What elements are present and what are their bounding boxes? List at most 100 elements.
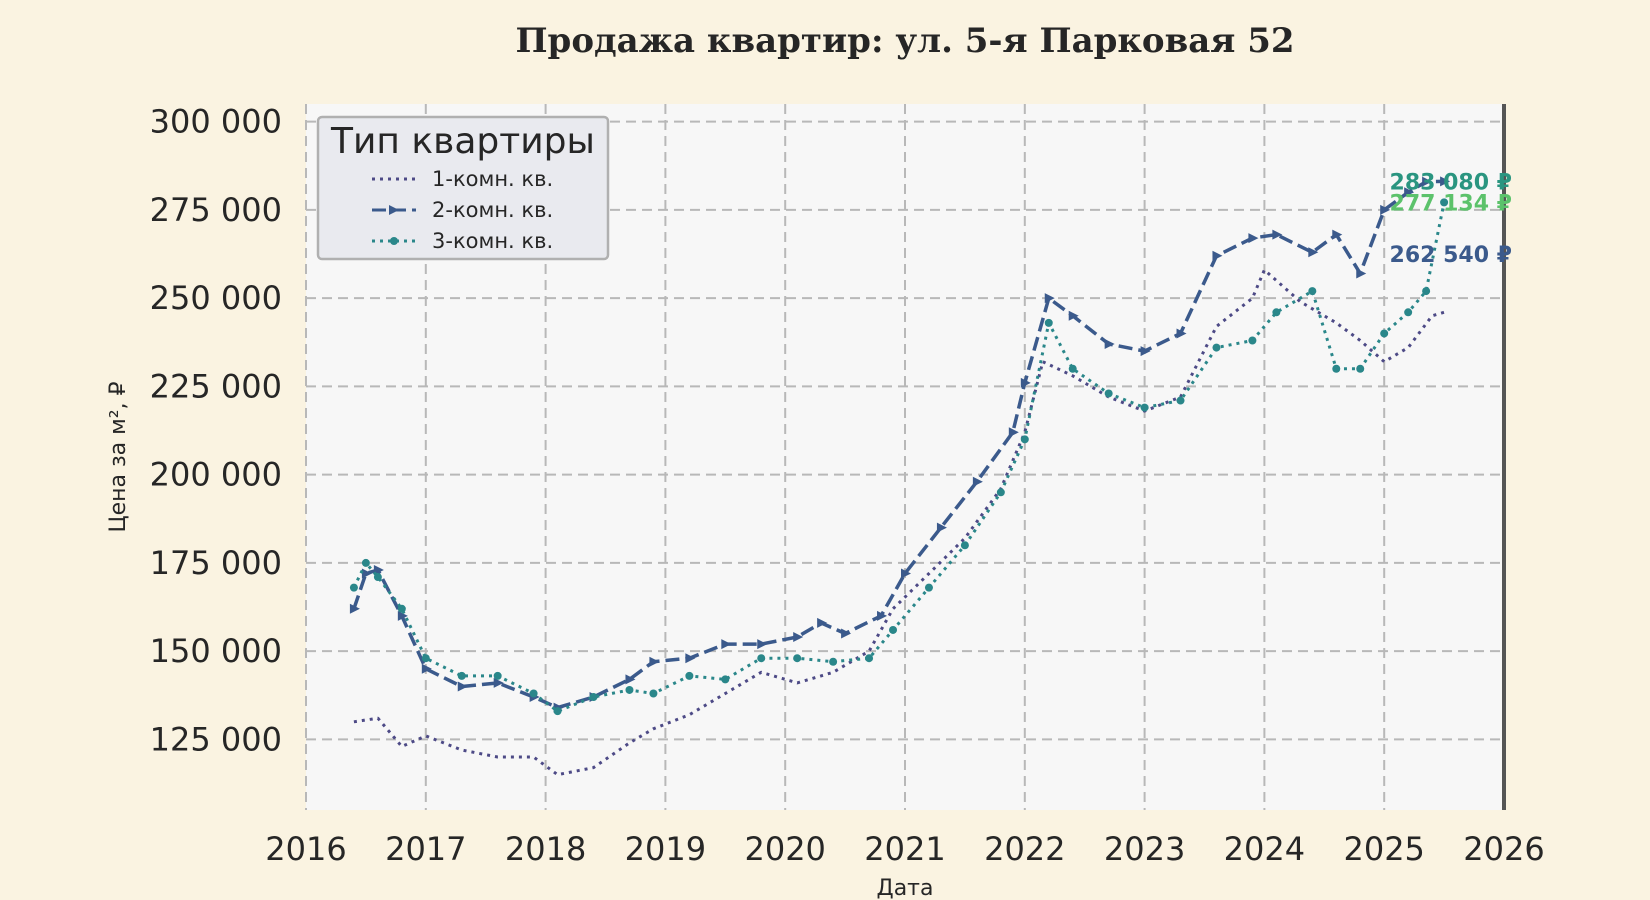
data-point (1422, 176, 1433, 187)
x-tick-label: 2025 (1343, 830, 1424, 868)
x-tick-labels: 2016 2017 2018 2019 2020 2021 2022 2023 2024 2025… (265, 830, 1544, 868)
data-point (625, 674, 636, 685)
x-tick-label: 2019 (625, 830, 706, 868)
data-point (529, 689, 538, 698)
y-tick-label: 200 000 (150, 456, 282, 494)
data-point (1020, 435, 1029, 444)
data-point (1332, 364, 1341, 373)
data-point (349, 583, 358, 592)
data-point (1422, 287, 1431, 296)
data-point (685, 653, 696, 664)
data-point (901, 568, 911, 579)
series-line-2 (352, 179, 1445, 710)
x-tick-label: 2024 (1224, 830, 1305, 868)
x-tick-label: 2023 (1104, 830, 1185, 868)
data-point (1248, 233, 1259, 244)
y-tick-label: 250 000 (150, 279, 282, 317)
data-point (1440, 176, 1451, 187)
data-point (1380, 329, 1389, 338)
data-point (1068, 364, 1077, 373)
y-axis-label: Цена за м², ₽ (106, 381, 131, 532)
data-point (721, 675, 730, 684)
data-point (1212, 343, 1221, 352)
data-point (625, 685, 634, 694)
data-point (841, 628, 852, 639)
data-point (1272, 229, 1283, 240)
data-point (1248, 336, 1257, 345)
data-point (936, 522, 947, 533)
legend-marker (390, 237, 398, 245)
data-point (829, 657, 838, 666)
y-tick-label: 175 000 (150, 544, 282, 582)
legend-label: 2-комн. кв. (432, 198, 553, 222)
data-point (865, 654, 874, 663)
end-value-label: 262 540 ₽ (1390, 243, 1512, 268)
data-point (1404, 187, 1415, 198)
y-tick-label: 225 000 (150, 367, 282, 405)
chart-title: Продажа квартир: ул. 5-я Парковая 52 (515, 21, 1294, 61)
data-point (1332, 229, 1343, 240)
data-point (924, 583, 933, 592)
end-value-label: 277 134 ₽ (1390, 191, 1512, 216)
legend-title: Тип квартиры (330, 121, 595, 162)
data-point (1044, 293, 1055, 304)
data-point (1104, 339, 1115, 350)
data-point (421, 654, 430, 663)
x-tick-label: 2016 (265, 830, 346, 868)
data-point (589, 693, 598, 702)
data-point (1308, 247, 1319, 258)
x-axis-label: Дата (877, 876, 934, 900)
data-point (757, 639, 768, 650)
data-point (373, 573, 382, 582)
x-tick-label: 2017 (385, 830, 466, 868)
data-point (361, 558, 370, 567)
data-point (493, 677, 504, 688)
data-point (1356, 364, 1365, 373)
data-point (649, 656, 660, 667)
data-point (1104, 389, 1113, 398)
data-point (493, 671, 502, 680)
end-value-label: 283 080 ₽ (1390, 170, 1512, 195)
data-point (361, 568, 372, 579)
data-point (1404, 308, 1413, 317)
data-point (1068, 310, 1079, 321)
data-point (1356, 268, 1367, 279)
data-point (421, 663, 432, 674)
data-point (1176, 328, 1187, 339)
x-tick-label: 2021 (864, 830, 945, 868)
series-line-1 (353, 268, 1445, 777)
data-point (349, 603, 360, 614)
data-point (972, 476, 983, 487)
data-point (397, 604, 406, 613)
data-point (1308, 287, 1317, 296)
data-point (1044, 318, 1053, 327)
data-point (889, 625, 898, 634)
data-point (1008, 427, 1019, 438)
y-tick-labels: 125 000 150 000 175 000 200 000 225 000 250 0… (150, 103, 282, 759)
data-point (960, 541, 969, 550)
series-line-3 (352, 202, 1446, 713)
legend-label: 3-комн. кв. (432, 229, 553, 253)
data-point (877, 610, 888, 621)
data-point (1440, 198, 1449, 207)
data-point (1380, 204, 1391, 215)
data-point (996, 488, 1005, 497)
x-tick-label: 2020 (744, 830, 825, 868)
data-point (397, 610, 408, 621)
y-tick-label: 125 000 (150, 720, 282, 758)
data-point (817, 617, 828, 628)
y-tick-label: 150 000 (150, 632, 282, 670)
data-point (457, 681, 468, 692)
legend-box (316, 115, 610, 261)
legend-label: 1-комн. кв. (432, 167, 553, 191)
x-tick-label: 2022 (984, 830, 1065, 868)
x-tick-label: 2018 (505, 830, 586, 868)
data-point (685, 671, 694, 680)
data-point (1272, 308, 1281, 317)
data-point (553, 707, 562, 716)
data-point (649, 689, 658, 698)
x-tick-label: 2026 (1463, 830, 1544, 868)
data-point (1140, 346, 1151, 357)
data-point (793, 632, 804, 643)
